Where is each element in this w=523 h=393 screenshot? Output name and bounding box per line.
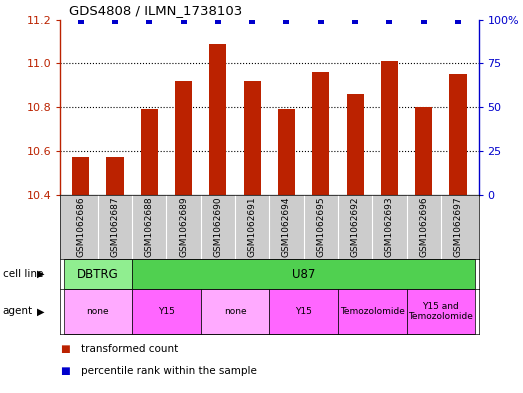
Text: GSM1062688: GSM1062688	[145, 196, 154, 257]
Bar	[175, 81, 192, 195]
Point	[419, 18, 428, 24]
Bar	[381, 61, 398, 195]
Text: Y15: Y15	[158, 307, 175, 316]
Bar	[64, 289, 132, 334]
Bar	[132, 289, 201, 334]
Text: GSM1062691: GSM1062691	[248, 196, 257, 257]
Point	[76, 18, 85, 24]
Bar	[278, 109, 295, 195]
Text: percentile rank within the sample: percentile rank within the sample	[81, 366, 257, 376]
Text: transformed count: transformed count	[81, 344, 178, 354]
Bar	[201, 289, 269, 334]
Text: GSM1062692: GSM1062692	[350, 196, 360, 257]
Text: ■: ■	[60, 366, 70, 376]
Bar	[347, 94, 363, 195]
Text: GSM1062690: GSM1062690	[213, 196, 222, 257]
Bar	[415, 107, 432, 195]
Point	[454, 18, 462, 24]
Bar	[141, 109, 158, 195]
Bar	[209, 44, 226, 195]
Text: none: none	[87, 307, 109, 316]
Text: GSM1062694: GSM1062694	[282, 196, 291, 257]
Point	[385, 18, 394, 24]
Text: GSM1062697: GSM1062697	[453, 196, 462, 257]
Text: none: none	[224, 307, 246, 316]
Bar	[269, 289, 338, 334]
Text: GSM1062695: GSM1062695	[316, 196, 325, 257]
Bar	[132, 259, 475, 289]
Bar	[312, 72, 329, 195]
Point	[179, 18, 188, 24]
Bar	[449, 74, 467, 195]
Point	[316, 18, 325, 24]
Text: ■: ■	[60, 344, 70, 354]
Bar	[406, 289, 475, 334]
Text: GSM1062693: GSM1062693	[385, 196, 394, 257]
Text: ▶: ▶	[37, 269, 44, 279]
Text: GSM1062686: GSM1062686	[76, 196, 85, 257]
Point	[214, 18, 222, 24]
Bar	[244, 81, 261, 195]
Bar	[64, 259, 132, 289]
Text: U87: U87	[292, 268, 315, 281]
Text: GSM1062687: GSM1062687	[110, 196, 120, 257]
Text: Temozolomide: Temozolomide	[340, 307, 405, 316]
Point	[145, 18, 153, 24]
Bar	[72, 157, 89, 195]
Bar	[107, 157, 123, 195]
Point	[248, 18, 256, 24]
Text: ▶: ▶	[37, 307, 44, 316]
Text: cell line: cell line	[3, 269, 43, 279]
Text: DBTRG: DBTRG	[77, 268, 119, 281]
Point	[282, 18, 291, 24]
Text: GSM1062696: GSM1062696	[419, 196, 428, 257]
Point	[351, 18, 359, 24]
Text: agent: agent	[3, 307, 33, 316]
Point	[111, 18, 119, 24]
Text: GDS4808 / ILMN_1738103: GDS4808 / ILMN_1738103	[69, 4, 242, 17]
Text: GSM1062689: GSM1062689	[179, 196, 188, 257]
Bar	[338, 289, 406, 334]
Text: Y15: Y15	[295, 307, 312, 316]
Text: Y15 and
Temozolomide: Y15 and Temozolomide	[408, 302, 473, 321]
